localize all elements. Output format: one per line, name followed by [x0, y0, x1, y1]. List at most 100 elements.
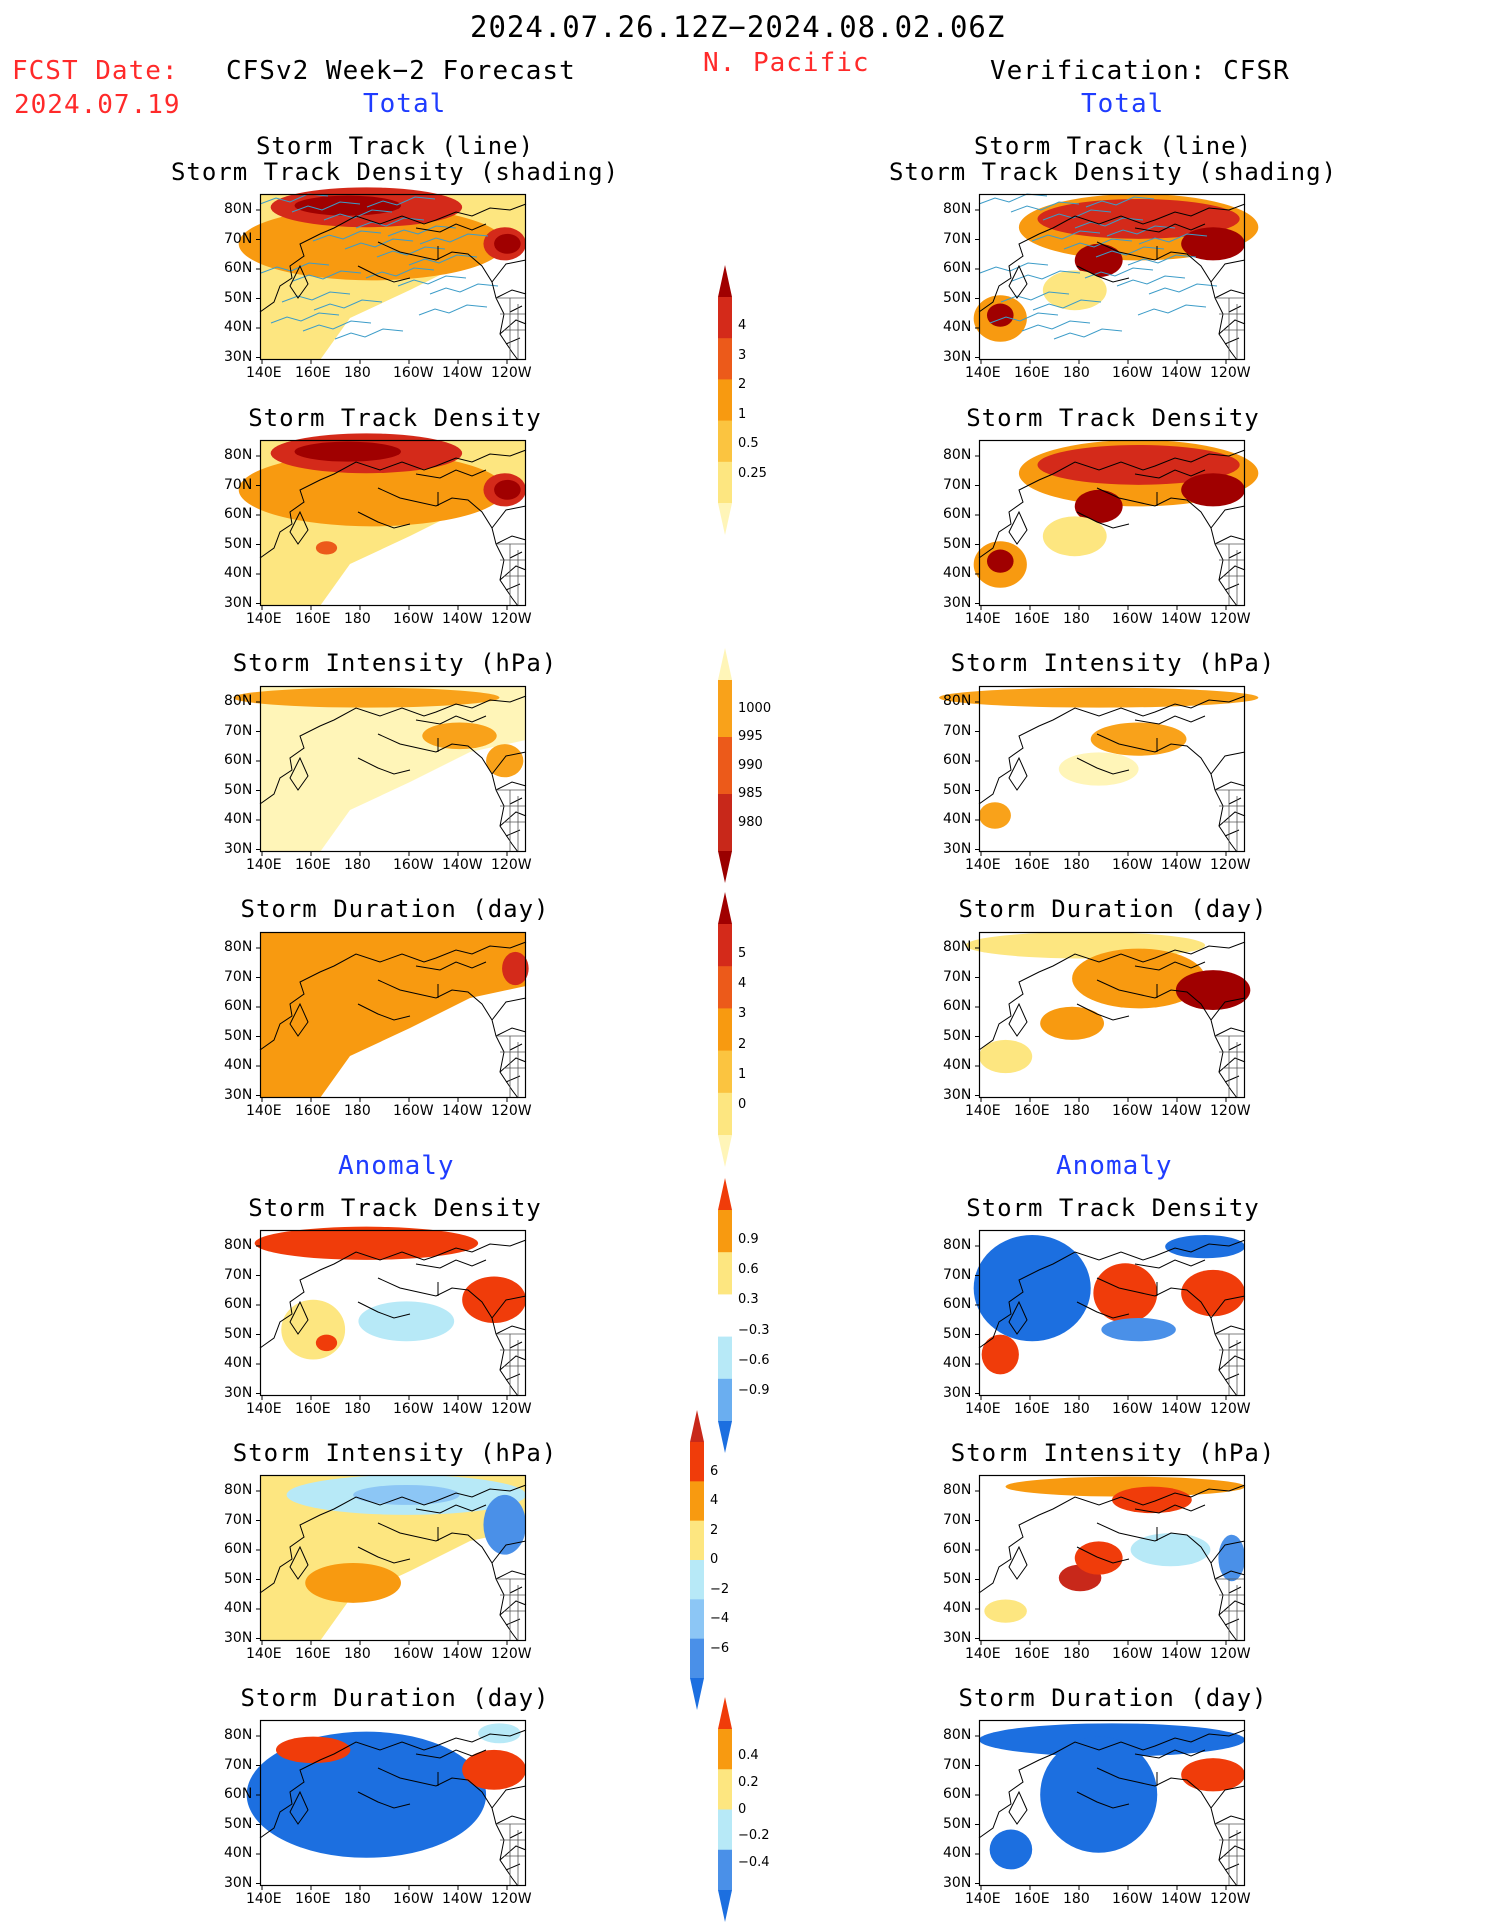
colorbar-tick-label: 2: [710, 1522, 719, 1538]
colorbar-tick-label: 2: [738, 1036, 747, 1052]
us-state-borders: [1215, 1035, 1245, 1098]
colorbar-anomaly-intensity: 6 4 2 0 −2 −4 −6: [690, 1410, 764, 1718]
anomaly-label-right: Anomaly: [1056, 1151, 1173, 1181]
shaded-field-region: [1175, 970, 1251, 1011]
lon-tick-label: 120W: [1210, 1891, 1251, 1907]
colorbar-segment: [718, 924, 732, 967]
colorbar-segment: [718, 794, 732, 852]
lon-tick-label: 160E: [1014, 611, 1050, 627]
colorbar-segment: [718, 1849, 732, 1891]
lat-tick-label: 60N: [224, 1786, 253, 1802]
lon-tick-label: 140W: [442, 611, 483, 627]
lat-tick-label: 30N: [943, 348, 972, 365]
lat-tick-label: 40N: [943, 1845, 972, 1861]
lon-tick-label: 160W: [1112, 857, 1153, 873]
shaded-field-region: [233, 687, 500, 708]
lat-tick-label: 50N: [943, 535, 972, 552]
lon-tick-label: 120W: [1210, 611, 1251, 627]
colorbar-segment: [718, 1378, 732, 1422]
shaded-field-region: [973, 1234, 1091, 1342]
colorbar-tick-label: 0.3: [738, 1292, 759, 1308]
colorbar-tick-label: 0: [738, 1096, 747, 1112]
colorbar-tick-label: −6: [710, 1640, 730, 1656]
lon-tick-label: 140E: [246, 1646, 282, 1662]
colorbar-segment: [718, 1210, 732, 1253]
colorbar-segment: [718, 420, 732, 463]
lon-tick-label: 120W: [491, 857, 532, 873]
lat-tick-label: 50N: [224, 1027, 253, 1044]
lon-tick-label: 160E: [1014, 365, 1050, 381]
shaded-field-region: [981, 1334, 1019, 1375]
colorbar-tick-label: −0.4: [738, 1855, 770, 1871]
lat-tick-label: 80N: [943, 1727, 972, 1743]
colorbar-tick-label: 6: [710, 1463, 719, 1479]
no-data-region: [320, 1529, 526, 1641]
lat-tick-label: 50N: [943, 289, 972, 306]
lon-tick-label: 140W: [442, 1891, 483, 1907]
lat-tick-label: 30N: [943, 840, 972, 857]
colorbar-top-arrow: [718, 1697, 732, 1729]
title-v-intensity: Storm Intensity (hPa): [950, 649, 1276, 677]
lon-tick-label: 160E: [1014, 857, 1050, 873]
colorbar-tick-label: −2: [710, 1581, 730, 1597]
lon-tick-label: 180: [344, 611, 371, 627]
colorbar-segment: [718, 966, 732, 1009]
lon-tick-label: 160E: [295, 1891, 331, 1907]
lat-tick-label: 50N: [943, 1815, 972, 1832]
title-f-intensity: Storm Intensity (hPa): [232, 649, 558, 677]
lat-tick-label: 60N: [943, 1786, 972, 1802]
colorbar-tick-label: 4: [738, 318, 747, 334]
us-state-borders: [1215, 1333, 1245, 1396]
coastlines: [978, 1729, 1246, 1887]
lat-tick-label: 40N: [943, 1057, 972, 1073]
lon-tick-label: 140E: [246, 857, 282, 873]
lon-tick-label: 180: [344, 857, 371, 873]
colorbar-segment: [718, 1252, 732, 1295]
shaded-field-region: [1165, 1234, 1245, 1259]
map-verification-storm-duration: 80N 70N 60N 50N 40N 30N 140E 160E 180 160W 140W 120…: [943, 931, 1251, 1119]
lon-tick-label: 180: [1063, 611, 1090, 627]
lat-tick-label: 70N: [224, 230, 253, 247]
lon-tick-label: 140W: [1161, 611, 1202, 627]
map-frame: [259, 685, 527, 853]
shaded-field-region: [1181, 473, 1245, 507]
coastlines: [259, 1729, 527, 1887]
title-va-duration: Storm Duration (day): [958, 1684, 1268, 1712]
map-svg: [939, 685, 1259, 856]
lon-tick-label: 180: [1063, 365, 1090, 381]
colorbar-tick-label: 1: [738, 406, 747, 422]
colorbar-segment: [718, 461, 732, 504]
lon-tick-label: 180: [344, 1401, 371, 1417]
shaded-field-region: [1181, 227, 1245, 261]
us-state-borders: [496, 1333, 526, 1396]
map-svg: [975, 1474, 1246, 1645]
colorbar-segment: [718, 1809, 732, 1851]
lon-tick-label: 140W: [1161, 365, 1202, 381]
map-frame: [259, 1474, 527, 1642]
colorbar-segment: [718, 1729, 732, 1770]
shaded-field-region: [986, 303, 1014, 327]
title-f-track-2: Storm Track Density (shading): [170, 158, 620, 186]
lon-tick-label: 180: [1063, 857, 1090, 873]
lon-tick-label: 140W: [442, 365, 483, 381]
colorbar-segment: [718, 737, 732, 795]
title-fa-duration: Storm Duration (day): [240, 1684, 550, 1712]
colorbar-tick-label: 5: [738, 946, 747, 962]
map-svg: [973, 439, 1259, 610]
map-svg: [254, 1226, 527, 1400]
colorbar-anomaly-duration: 0.4 0.2 0 −0.2 −0.4: [718, 1697, 792, 1930]
shaded-field-region: [979, 802, 1011, 829]
colorbar-anomaly-density: 0.9 0.6 0.3 −0.3 −0.6 −0.9: [718, 1178, 792, 1461]
lat-tick-label: 60N: [224, 506, 253, 522]
colorbar-tick-label: 1: [738, 1066, 747, 1082]
lat-tick-label: 80N: [224, 939, 253, 955]
map-frame: [978, 1229, 1246, 1397]
colorbar-tick-label: 0.9: [738, 1232, 759, 1248]
map-svg: [975, 1719, 1246, 1890]
lat-tick-label: 50N: [224, 1815, 253, 1832]
colorbar-tick-label: −4: [710, 1611, 730, 1626]
lat-tick-label: 70N: [224, 1756, 253, 1773]
shaded-field-region: [486, 744, 524, 778]
us-state-borders: [1215, 543, 1245, 606]
colorbar-segment: [718, 1294, 732, 1338]
